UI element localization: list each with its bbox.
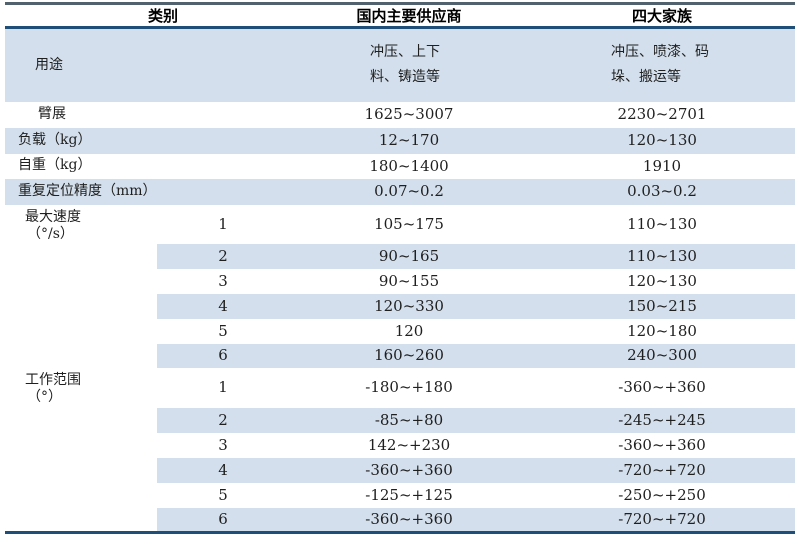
cell-domestic: -125~+125 — [365, 485, 453, 504]
cell-big-four: 120~130 — [627, 131, 697, 150]
cell-axis-number: 6 — [218, 509, 228, 528]
cell-big-four: 240~300 — [627, 346, 697, 365]
cell-domestic: 90~155 — [378, 271, 440, 290]
cell-big-four: -245~+245 — [618, 410, 706, 429]
group-label-unit: （°） — [27, 388, 62, 405]
row-payload: 负载（kg） 12~170 120~130 — [5, 127, 796, 154]
cell-domestic: 1625~3007 — [364, 105, 454, 124]
row-work-range-axis-1: 工作范围 （°） 1 -180~+180 -360~+360 — [5, 368, 795, 408]
cell-domestic: 12~170 — [378, 131, 440, 150]
row-label: 负载（kg） — [18, 131, 92, 148]
cell-axis-number: 1 — [218, 214, 228, 233]
cell-domestic: 90~165 — [378, 246, 440, 265]
cell-big-four: -720~+720 — [618, 460, 706, 479]
row-label: 臂展 — [38, 105, 66, 122]
cell-big-four: 0.03~0.2 — [627, 182, 697, 201]
row-max-speed-axis-3: 3 90~155 120~130 — [5, 269, 795, 294]
cell-domestic: 120 — [394, 321, 424, 340]
cell-axis-number: 3 — [218, 271, 228, 290]
cell-axis-number: 1 — [218, 378, 228, 397]
cell-domestic: -180~+180 — [365, 378, 453, 397]
cell-axis-number: 5 — [218, 485, 228, 504]
row-label: 重复定位精度（mm） — [18, 182, 157, 199]
row-repeat-accuracy: 重复定位精度（mm） 0.07~0.2 0.03~0.2 — [5, 178, 796, 205]
header-row: 类别 国内主要供应商 四大家族 — [5, 4, 796, 28]
cell-big-four: -250~+250 — [618, 485, 706, 504]
row-self-weight: 自重（kg） 180~1400 1910 — [5, 154, 795, 179]
group-label-text: 工作范围 — [25, 371, 81, 388]
spec-comparison-table-wrap: 类别 国内主要供应商 四大家族 用途 冲压、上下料、铸造等 冲压、喷漆、码垛、搬… — [5, 2, 796, 534]
row-label: 自重（kg） — [18, 157, 92, 174]
row-work-range-axis-5: 5 -125~+125 -250~+250 — [5, 483, 795, 508]
row-work-range-axis-3: 3 142~+230 -360~+360 — [5, 433, 795, 458]
cell-big-four: 2230~2701 — [617, 105, 707, 124]
cell-domestic: 142~+230 — [367, 435, 451, 454]
header-domestic-suppliers: 国内主要供应商 — [356, 7, 462, 25]
row-max-speed-axis-5: 5 120 120~180 — [5, 319, 795, 344]
cell-big-four: -720~+720 — [618, 509, 706, 528]
header-category: 类别 — [148, 7, 179, 25]
header-big-four: 四大家族 — [632, 7, 693, 25]
group-label-text: 最大速度 — [25, 208, 81, 225]
row-arm-span: 臂展 1625~3007 2230~2701 — [5, 102, 795, 128]
robot-spec-comparison-table: 类别 国内主要供应商 四大家族 用途 冲压、上下料、铸造等 冲压、喷漆、码垛、搬… — [5, 2, 796, 534]
usage-domestic-text: 冲压、上下料、铸造等 — [370, 44, 441, 86]
cell-domestic: 180~1400 — [369, 156, 449, 175]
cell-domestic: 0.07~0.2 — [374, 182, 444, 201]
cell-axis-number: 2 — [218, 410, 228, 429]
cell-domestic: -360~+360 — [365, 460, 453, 479]
row-label: 用途 — [35, 56, 63, 73]
cell-domestic: 冲压、上下料、铸造等 — [289, 28, 529, 102]
cell-big-four: 1910 — [642, 156, 682, 175]
cell-big-four: -360~+360 — [618, 378, 706, 397]
cell-big-four: 110~130 — [627, 214, 697, 233]
cell-axis-number: 6 — [218, 346, 228, 365]
group-label-work-range: 工作范围 （°） — [5, 368, 157, 533]
cell-big-four: 110~130 — [627, 246, 697, 265]
group-label-unit: （°/s） — [27, 225, 74, 242]
cell-domestic: -85~+80 — [374, 410, 444, 429]
cell-big-four: 120~180 — [627, 321, 697, 340]
cell-domestic: 160~260 — [374, 346, 444, 365]
cell-axis-number: 3 — [218, 435, 228, 454]
cell-domestic: 120~330 — [374, 296, 444, 315]
cell-axis-number: 4 — [218, 460, 228, 479]
cell-big-four: 120~130 — [627, 271, 697, 290]
group-label-max-speed: 最大速度 （°/s） — [5, 205, 157, 368]
row-max-speed-axis-1: 最大速度 （°/s） 1 105~175 110~130 — [5, 205, 795, 244]
usage-big-four-text: 冲压、喷漆、码垛、搬运等 — [611, 44, 710, 86]
cell-big-four: -360~+360 — [618, 435, 706, 454]
row-usage: 用途 冲压、上下料、铸造等 冲压、喷漆、码垛、搬运等 — [5, 27, 796, 102]
cell-axis-number: 4 — [218, 296, 228, 315]
cell-domestic: -360~+360 — [365, 509, 453, 528]
cell-big-four: 冲压、喷漆、码垛、搬运等 — [529, 28, 795, 102]
cell-big-four: 150~215 — [627, 296, 697, 315]
cell-domestic: 105~175 — [374, 214, 444, 233]
cell-axis-number: 2 — [218, 246, 228, 265]
cell-axis-number: 5 — [218, 321, 228, 340]
